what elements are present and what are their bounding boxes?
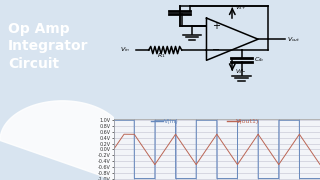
Text: V(in): V(in) [164, 119, 179, 124]
Text: $C_{fb}$: $C_{fb}$ [254, 55, 264, 64]
Text: $V_{out}$: $V_{out}$ [287, 35, 300, 44]
Text: $V_{S-}$: $V_{S-}$ [236, 67, 247, 76]
Polygon shape [0, 101, 125, 180]
Text: $R_1$: $R_1$ [157, 51, 165, 60]
Text: +: + [212, 21, 220, 31]
Text: $V_{in}$: $V_{in}$ [120, 46, 130, 55]
Text: $V_{S+}$: $V_{S+}$ [236, 3, 247, 12]
Text: −: − [212, 45, 220, 55]
Text: Op Amp
Integrator
Circuit: Op Amp Integrator Circuit [8, 22, 88, 71]
Text: V(out1): V(out1) [236, 119, 260, 124]
